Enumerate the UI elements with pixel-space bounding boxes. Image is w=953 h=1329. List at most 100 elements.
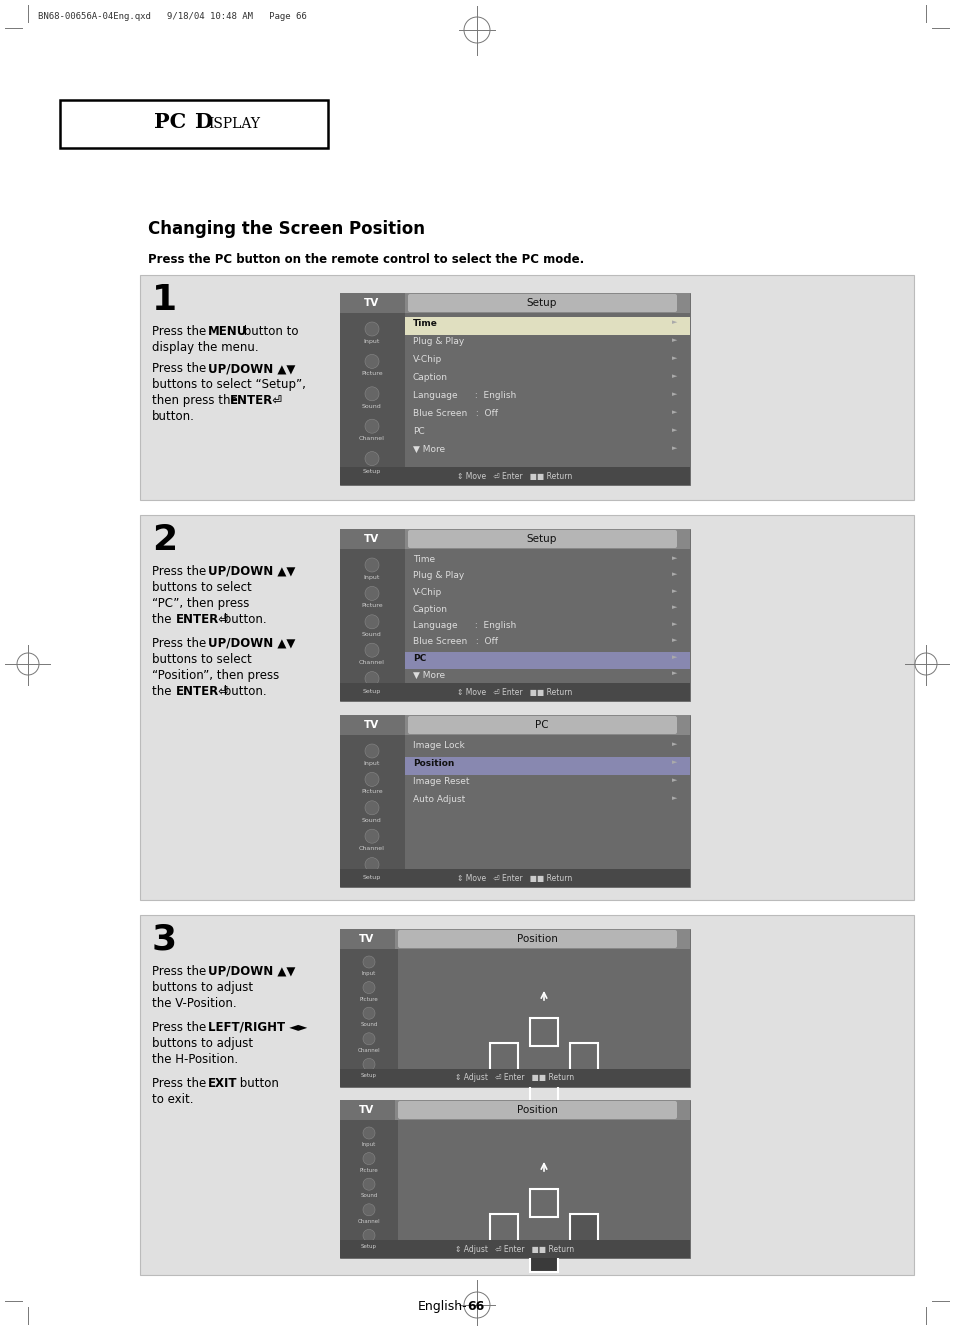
Text: Position: Position bbox=[516, 934, 557, 944]
Text: button: button bbox=[235, 1076, 278, 1090]
Text: Changing the Screen Position: Changing the Screen Position bbox=[148, 221, 424, 238]
Text: BN68-00656A-04Eng.qxd   9/18/04 10:48 AM   Page 66: BN68-00656A-04Eng.qxd 9/18/04 10:48 AM P… bbox=[38, 12, 307, 21]
Text: Auto Adjust: Auto Adjust bbox=[413, 795, 465, 804]
Text: UP/DOWN ▲▼: UP/DOWN ▲▼ bbox=[208, 361, 295, 375]
Text: ENTER⏎: ENTER⏎ bbox=[175, 684, 229, 698]
Text: Channel: Channel bbox=[358, 847, 384, 851]
Bar bbox=[397, 949, 689, 1087]
Text: the V-Position.: the V-Position. bbox=[152, 997, 236, 1010]
Text: Picture: Picture bbox=[361, 371, 382, 376]
Text: PC: PC bbox=[413, 427, 424, 436]
Circle shape bbox=[363, 1007, 375, 1019]
Text: LEFT/RIGHT ◄►: LEFT/RIGHT ◄► bbox=[208, 1021, 307, 1034]
Text: V-Chip: V-Chip bbox=[413, 587, 442, 597]
Text: ►: ► bbox=[671, 777, 677, 783]
Text: Position: Position bbox=[413, 759, 454, 768]
Text: Input: Input bbox=[361, 971, 375, 975]
Bar bbox=[405, 314, 689, 485]
Circle shape bbox=[363, 1058, 375, 1070]
Bar bbox=[405, 318, 689, 335]
Bar bbox=[339, 683, 689, 700]
Bar bbox=[405, 735, 689, 886]
Circle shape bbox=[363, 956, 375, 968]
Circle shape bbox=[365, 643, 378, 658]
Text: ►: ► bbox=[671, 445, 677, 451]
Text: ISPLAY: ISPLAY bbox=[208, 117, 260, 132]
Text: Setup: Setup bbox=[526, 534, 557, 544]
Circle shape bbox=[365, 801, 378, 815]
Text: Press the: Press the bbox=[152, 637, 210, 650]
Text: ⇕ Move   ⏎ Enter   ■■ Return: ⇕ Move ⏎ Enter ■■ Return bbox=[456, 873, 572, 882]
Text: ►: ► bbox=[671, 571, 677, 578]
Bar bbox=[339, 929, 689, 1087]
Text: ►: ► bbox=[671, 795, 677, 801]
Text: ⇕ Move   ⏎ Enter   ■■ Return: ⇕ Move ⏎ Enter ■■ Return bbox=[456, 472, 572, 481]
Text: ►: ► bbox=[671, 605, 677, 610]
Bar bbox=[339, 715, 689, 886]
Text: Press the: Press the bbox=[152, 326, 210, 338]
Text: PC: PC bbox=[535, 720, 548, 730]
Text: Caption: Caption bbox=[413, 373, 448, 381]
Text: Sound: Sound bbox=[362, 631, 381, 637]
Text: ►: ► bbox=[671, 654, 677, 661]
Bar bbox=[339, 1240, 689, 1259]
Bar bbox=[339, 1100, 395, 1120]
Text: Plug & Play: Plug & Play bbox=[413, 571, 464, 581]
Text: TV: TV bbox=[364, 720, 379, 730]
Text: Caption: Caption bbox=[413, 605, 448, 614]
FancyBboxPatch shape bbox=[408, 716, 677, 734]
Circle shape bbox=[363, 982, 375, 994]
Text: Input: Input bbox=[363, 762, 380, 766]
Bar bbox=[339, 869, 689, 886]
Bar bbox=[339, 715, 689, 735]
Text: Setup: Setup bbox=[362, 688, 381, 694]
FancyBboxPatch shape bbox=[408, 530, 677, 548]
Text: ►: ► bbox=[671, 373, 677, 379]
Text: Time: Time bbox=[413, 319, 437, 328]
Text: ►: ► bbox=[671, 742, 677, 747]
Bar bbox=[339, 292, 405, 314]
Text: Position: Position bbox=[516, 1104, 557, 1115]
Text: TV: TV bbox=[359, 934, 375, 944]
Text: ►: ► bbox=[671, 587, 677, 594]
Bar bbox=[339, 1100, 689, 1120]
Text: Language      :  English: Language : English bbox=[413, 391, 516, 400]
Bar bbox=[569, 1213, 598, 1243]
Text: ►: ► bbox=[671, 319, 677, 326]
Text: Press the: Press the bbox=[152, 1076, 210, 1090]
Text: Setup: Setup bbox=[362, 469, 381, 473]
Text: PC: PC bbox=[154, 112, 193, 132]
Circle shape bbox=[365, 558, 378, 571]
Bar bbox=[339, 929, 689, 949]
Text: ►: ► bbox=[671, 638, 677, 643]
Circle shape bbox=[363, 1127, 375, 1139]
Bar bbox=[339, 735, 405, 886]
Bar bbox=[339, 1100, 689, 1259]
Text: TV: TV bbox=[364, 534, 379, 544]
Text: the: the bbox=[152, 684, 175, 698]
Text: Channel: Channel bbox=[358, 661, 384, 666]
Text: 1: 1 bbox=[152, 283, 177, 318]
Text: Language      :  English: Language : English bbox=[413, 621, 516, 630]
Text: Channel: Channel bbox=[357, 1219, 380, 1224]
Text: English-: English- bbox=[416, 1300, 467, 1313]
Text: Press the: Press the bbox=[152, 1021, 210, 1034]
Text: Input: Input bbox=[363, 575, 380, 579]
Text: 66: 66 bbox=[467, 1300, 484, 1313]
Circle shape bbox=[365, 387, 378, 401]
Text: MENU: MENU bbox=[208, 326, 247, 338]
Circle shape bbox=[365, 355, 378, 368]
Text: V-Chip: V-Chip bbox=[413, 355, 442, 364]
Bar bbox=[140, 275, 913, 500]
Bar bbox=[569, 1043, 598, 1071]
Text: Setup: Setup bbox=[362, 874, 381, 880]
Circle shape bbox=[363, 1152, 375, 1164]
Text: Channel: Channel bbox=[357, 1047, 380, 1053]
Bar bbox=[339, 466, 689, 485]
Text: Press the PC button on the remote control to select the PC mode.: Press the PC button on the remote contro… bbox=[148, 253, 583, 266]
Bar bbox=[339, 949, 397, 1087]
Circle shape bbox=[363, 1204, 375, 1216]
Text: Picture: Picture bbox=[359, 997, 378, 1002]
Circle shape bbox=[365, 671, 378, 686]
FancyBboxPatch shape bbox=[408, 294, 677, 312]
